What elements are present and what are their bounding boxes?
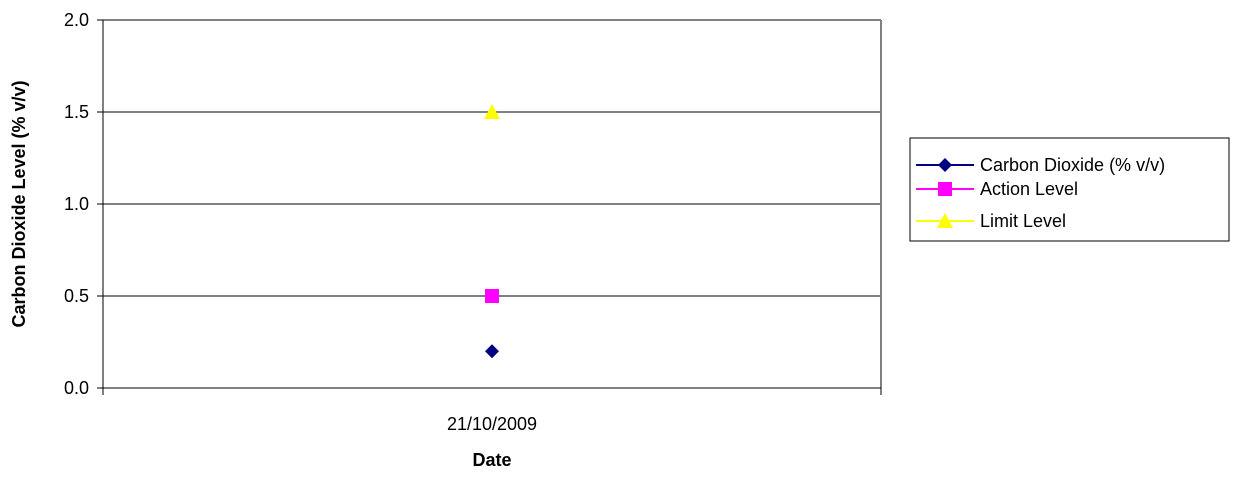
legend-diamond-icon: [938, 158, 952, 172]
y-tick-label: 0.0: [64, 378, 89, 398]
square-point: [485, 289, 499, 303]
y-tick-label: 1.0: [64, 194, 89, 214]
y-tick-label: 1.5: [64, 102, 89, 122]
legend-triangle-icon: [937, 213, 953, 228]
y-tick-label: 0.5: [64, 286, 89, 306]
data-points: [484, 104, 500, 359]
x-tick-label: 21/10/2009: [447, 414, 537, 434]
triangle-point: [484, 104, 500, 119]
legend-square-icon: [938, 182, 952, 196]
legend-label: Action Level: [980, 179, 1078, 199]
y-tick-label: 2.0: [64, 10, 89, 30]
gridlines: [103, 19, 881, 297]
y-axis-title: Carbon Dioxide Level (% v/v): [9, 80, 29, 327]
legend-label: Carbon Dioxide (% v/v): [980, 155, 1165, 175]
x-axis-title: Date: [472, 450, 511, 470]
legend: Carbon Dioxide (% v/v) Action Level Limit …: [909, 137, 1230, 242]
tick-labels: 0.0 0.5 1.0 1.5 2.0 21/10/2009: [64, 10, 882, 434]
legend-label: Limit Level: [980, 211, 1066, 231]
diamond-point: [485, 344, 499, 359]
